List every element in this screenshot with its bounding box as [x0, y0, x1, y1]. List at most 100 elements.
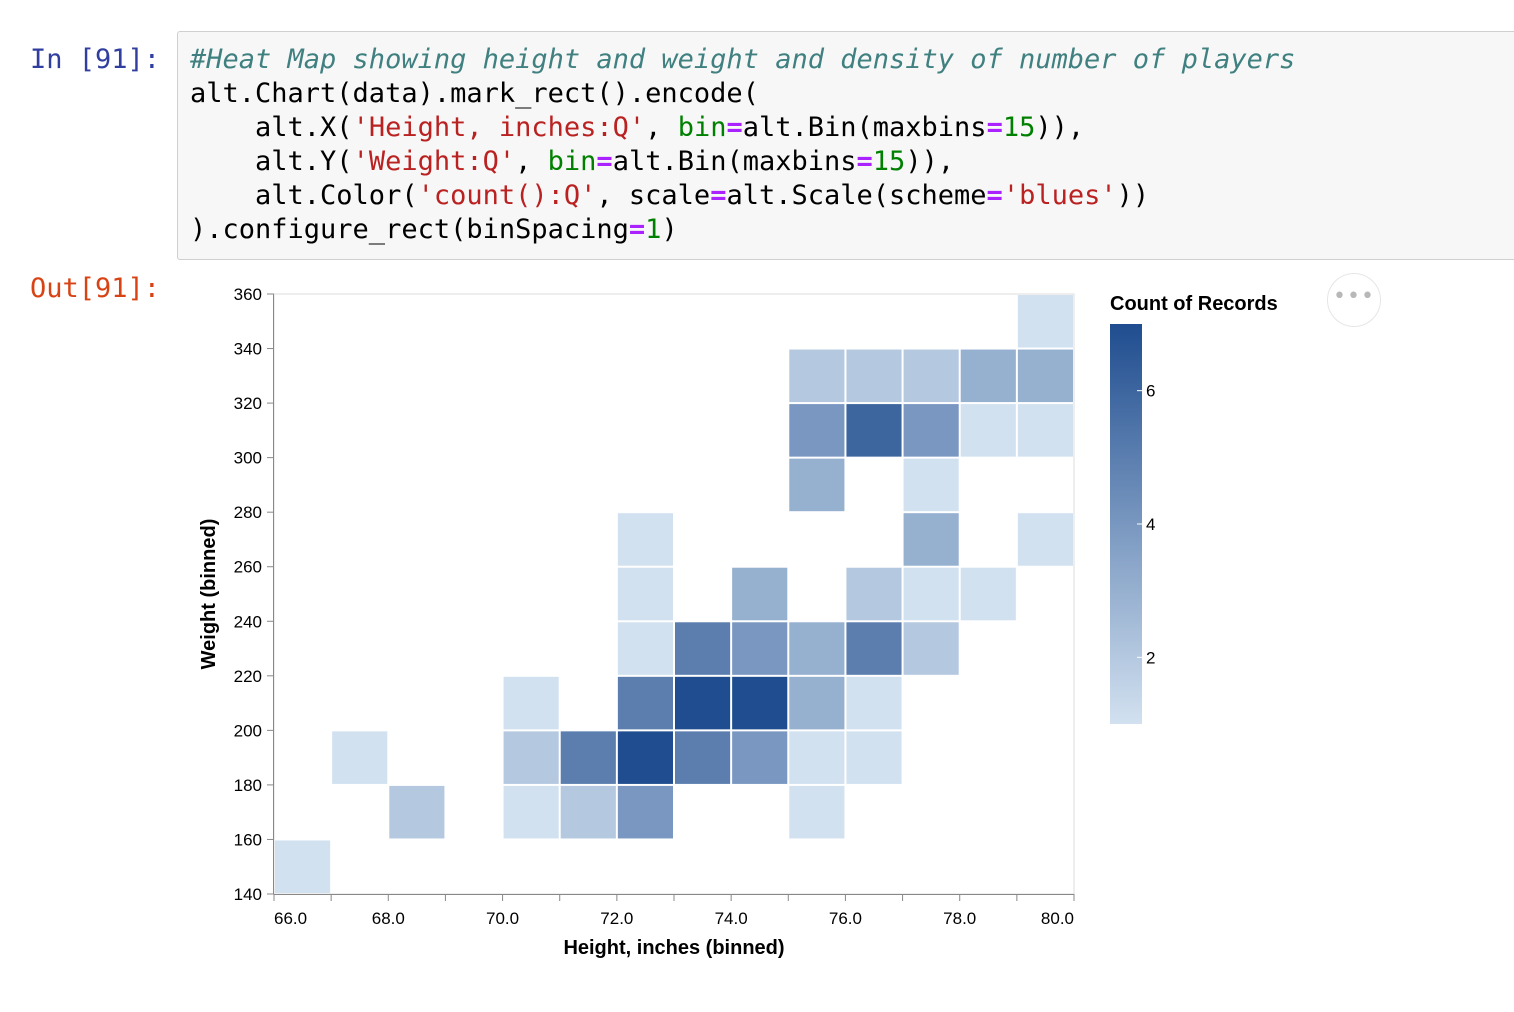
heatmap-cell [846, 349, 902, 403]
code-token: alt.Y( [190, 146, 353, 177]
code-token: = [986, 180, 1003, 211]
code-token: )), [1035, 112, 1085, 143]
heatmap-cell [789, 676, 845, 730]
x-tick-label: 74.0 [715, 909, 748, 928]
heatmap-cell [789, 404, 845, 457]
heatmap-cell [732, 676, 788, 730]
code-token: 15 [1002, 112, 1036, 143]
heatmap-cell [846, 404, 902, 457]
heatmap-cell [903, 513, 959, 566]
code-token: )), [905, 146, 955, 177]
y-tick-label: 160 [234, 830, 262, 849]
legend-color-bar [1110, 324, 1142, 724]
code-token: , scale [596, 180, 711, 211]
heatmap-cell [903, 349, 959, 403]
code-token: = [710, 180, 727, 211]
heatmap-cell [675, 676, 731, 730]
heatmap-cell [617, 676, 673, 730]
code-token: alt.Bin(maxbins [612, 146, 857, 177]
heatmap-cell [846, 567, 902, 621]
y-tick-label: 300 [234, 449, 262, 468]
heatmap-cell [675, 622, 731, 675]
code-token: , [645, 112, 678, 143]
code-token: 'blues' [1002, 180, 1117, 211]
heatmap-cell [732, 622, 788, 675]
chart-actions-button[interactable]: ••• [1327, 273, 1381, 327]
heatmap-cell [1017, 513, 1073, 566]
code-token: alt.X( [190, 112, 353, 143]
x-tick-label: 80.0 [1041, 909, 1074, 928]
y-tick-label: 260 [234, 558, 262, 577]
heatmap-cell [617, 567, 673, 621]
code-token: alt.Chart(data).mark_rect().encode( [190, 78, 759, 109]
y-tick-label: 280 [234, 503, 262, 522]
ellipsis-icon: ••• [1333, 284, 1375, 309]
code-token: alt.Scale(scheme [726, 180, 987, 211]
heatmap-cell [903, 404, 959, 457]
heatmap-chart: 66.0 68.0 70.0 72.0 74.0 76.0 78.0 80.0 Height, … [198, 285, 1278, 959]
heatmap-cell [903, 458, 959, 512]
y-tick-label: 180 [234, 776, 262, 795]
heatmap-cell [846, 676, 902, 730]
heatmap-cell [846, 731, 902, 784]
heatmap-cell [789, 349, 845, 403]
code-cell[interactable]: #Heat Map showing height and weight and … [177, 31, 1514, 260]
code-token: 'Height, inches:Q' [352, 112, 646, 143]
output-area: 66.0 68.0 70.0 72.0 74.0 76.0 78.0 80.0 Height, … [177, 268, 1497, 988]
y-tick-label: 340 [234, 340, 262, 359]
heatmap-cell [960, 404, 1016, 457]
heatmap-cell [846, 622, 902, 675]
x-tick-label: 68.0 [372, 909, 405, 928]
heatmap-cell [789, 622, 845, 675]
x-tick-label: 70.0 [486, 909, 519, 928]
heatmap-cell [732, 567, 788, 621]
heatmap-cell [903, 567, 959, 621]
heatmap-cell [675, 731, 731, 784]
heatmap-cell [332, 731, 388, 784]
code-token: 'count():Q' [417, 180, 597, 211]
y-tick-label: 320 [234, 394, 262, 413]
code-token: 1 [645, 214, 662, 245]
input-prompt: In [91]: [30, 44, 161, 75]
x-tick-label: 78.0 [943, 909, 976, 928]
heatmap-cell [503, 731, 559, 784]
y-tick-label: 360 [234, 285, 262, 304]
heatmap-cell [275, 840, 331, 893]
heatmap-cell [732, 731, 788, 784]
heatmap-cell [617, 731, 673, 784]
code-token: alt.Color( [190, 180, 418, 211]
heatmap-cell [903, 622, 959, 675]
code-token: #Heat Map showing height and weight and … [190, 44, 1296, 75]
heatmap-cell [1017, 404, 1073, 457]
code-token: = [596, 146, 613, 177]
code-token: bin [677, 112, 727, 143]
heatmap-cell [1017, 295, 1073, 348]
code-token: , [515, 146, 548, 177]
y-axis-title: Weight (binned) [198, 519, 220, 670]
heatmap-cell [560, 731, 616, 784]
y-tick-label: 140 [234, 885, 262, 904]
y-tick-label: 240 [234, 612, 262, 631]
heatmap-cell [503, 785, 559, 839]
code-token: ) [661, 214, 678, 245]
heatmap-cell [960, 349, 1016, 403]
output-prompt: Out[91]: [30, 273, 161, 304]
y-tick-label: 200 [234, 721, 262, 740]
heatmap-cell [960, 567, 1016, 621]
legend-tick-label: 2 [1146, 648, 1155, 667]
legend-tick-label: 6 [1146, 382, 1155, 401]
code-token: 'Weight:Q' [352, 146, 516, 177]
x-tick-label: 66.0 [274, 909, 307, 928]
code-token: = [726, 112, 743, 143]
legend-title: Count of Records [1110, 293, 1278, 315]
heatmap-cell [389, 785, 445, 839]
heatmap-cell [789, 785, 845, 839]
heatmap-cell [617, 622, 673, 675]
code-token: = [986, 112, 1003, 143]
code-token: alt.Bin(maxbins [742, 112, 987, 143]
code-editor[interactable]: #Heat Map showing height and weight and … [190, 43, 1295, 247]
heatmap-cell [617, 785, 673, 839]
code-token: ).configure_rect(binSpacing [190, 214, 629, 245]
heatmap-cell [617, 513, 673, 566]
code-token: )) [1116, 180, 1150, 211]
